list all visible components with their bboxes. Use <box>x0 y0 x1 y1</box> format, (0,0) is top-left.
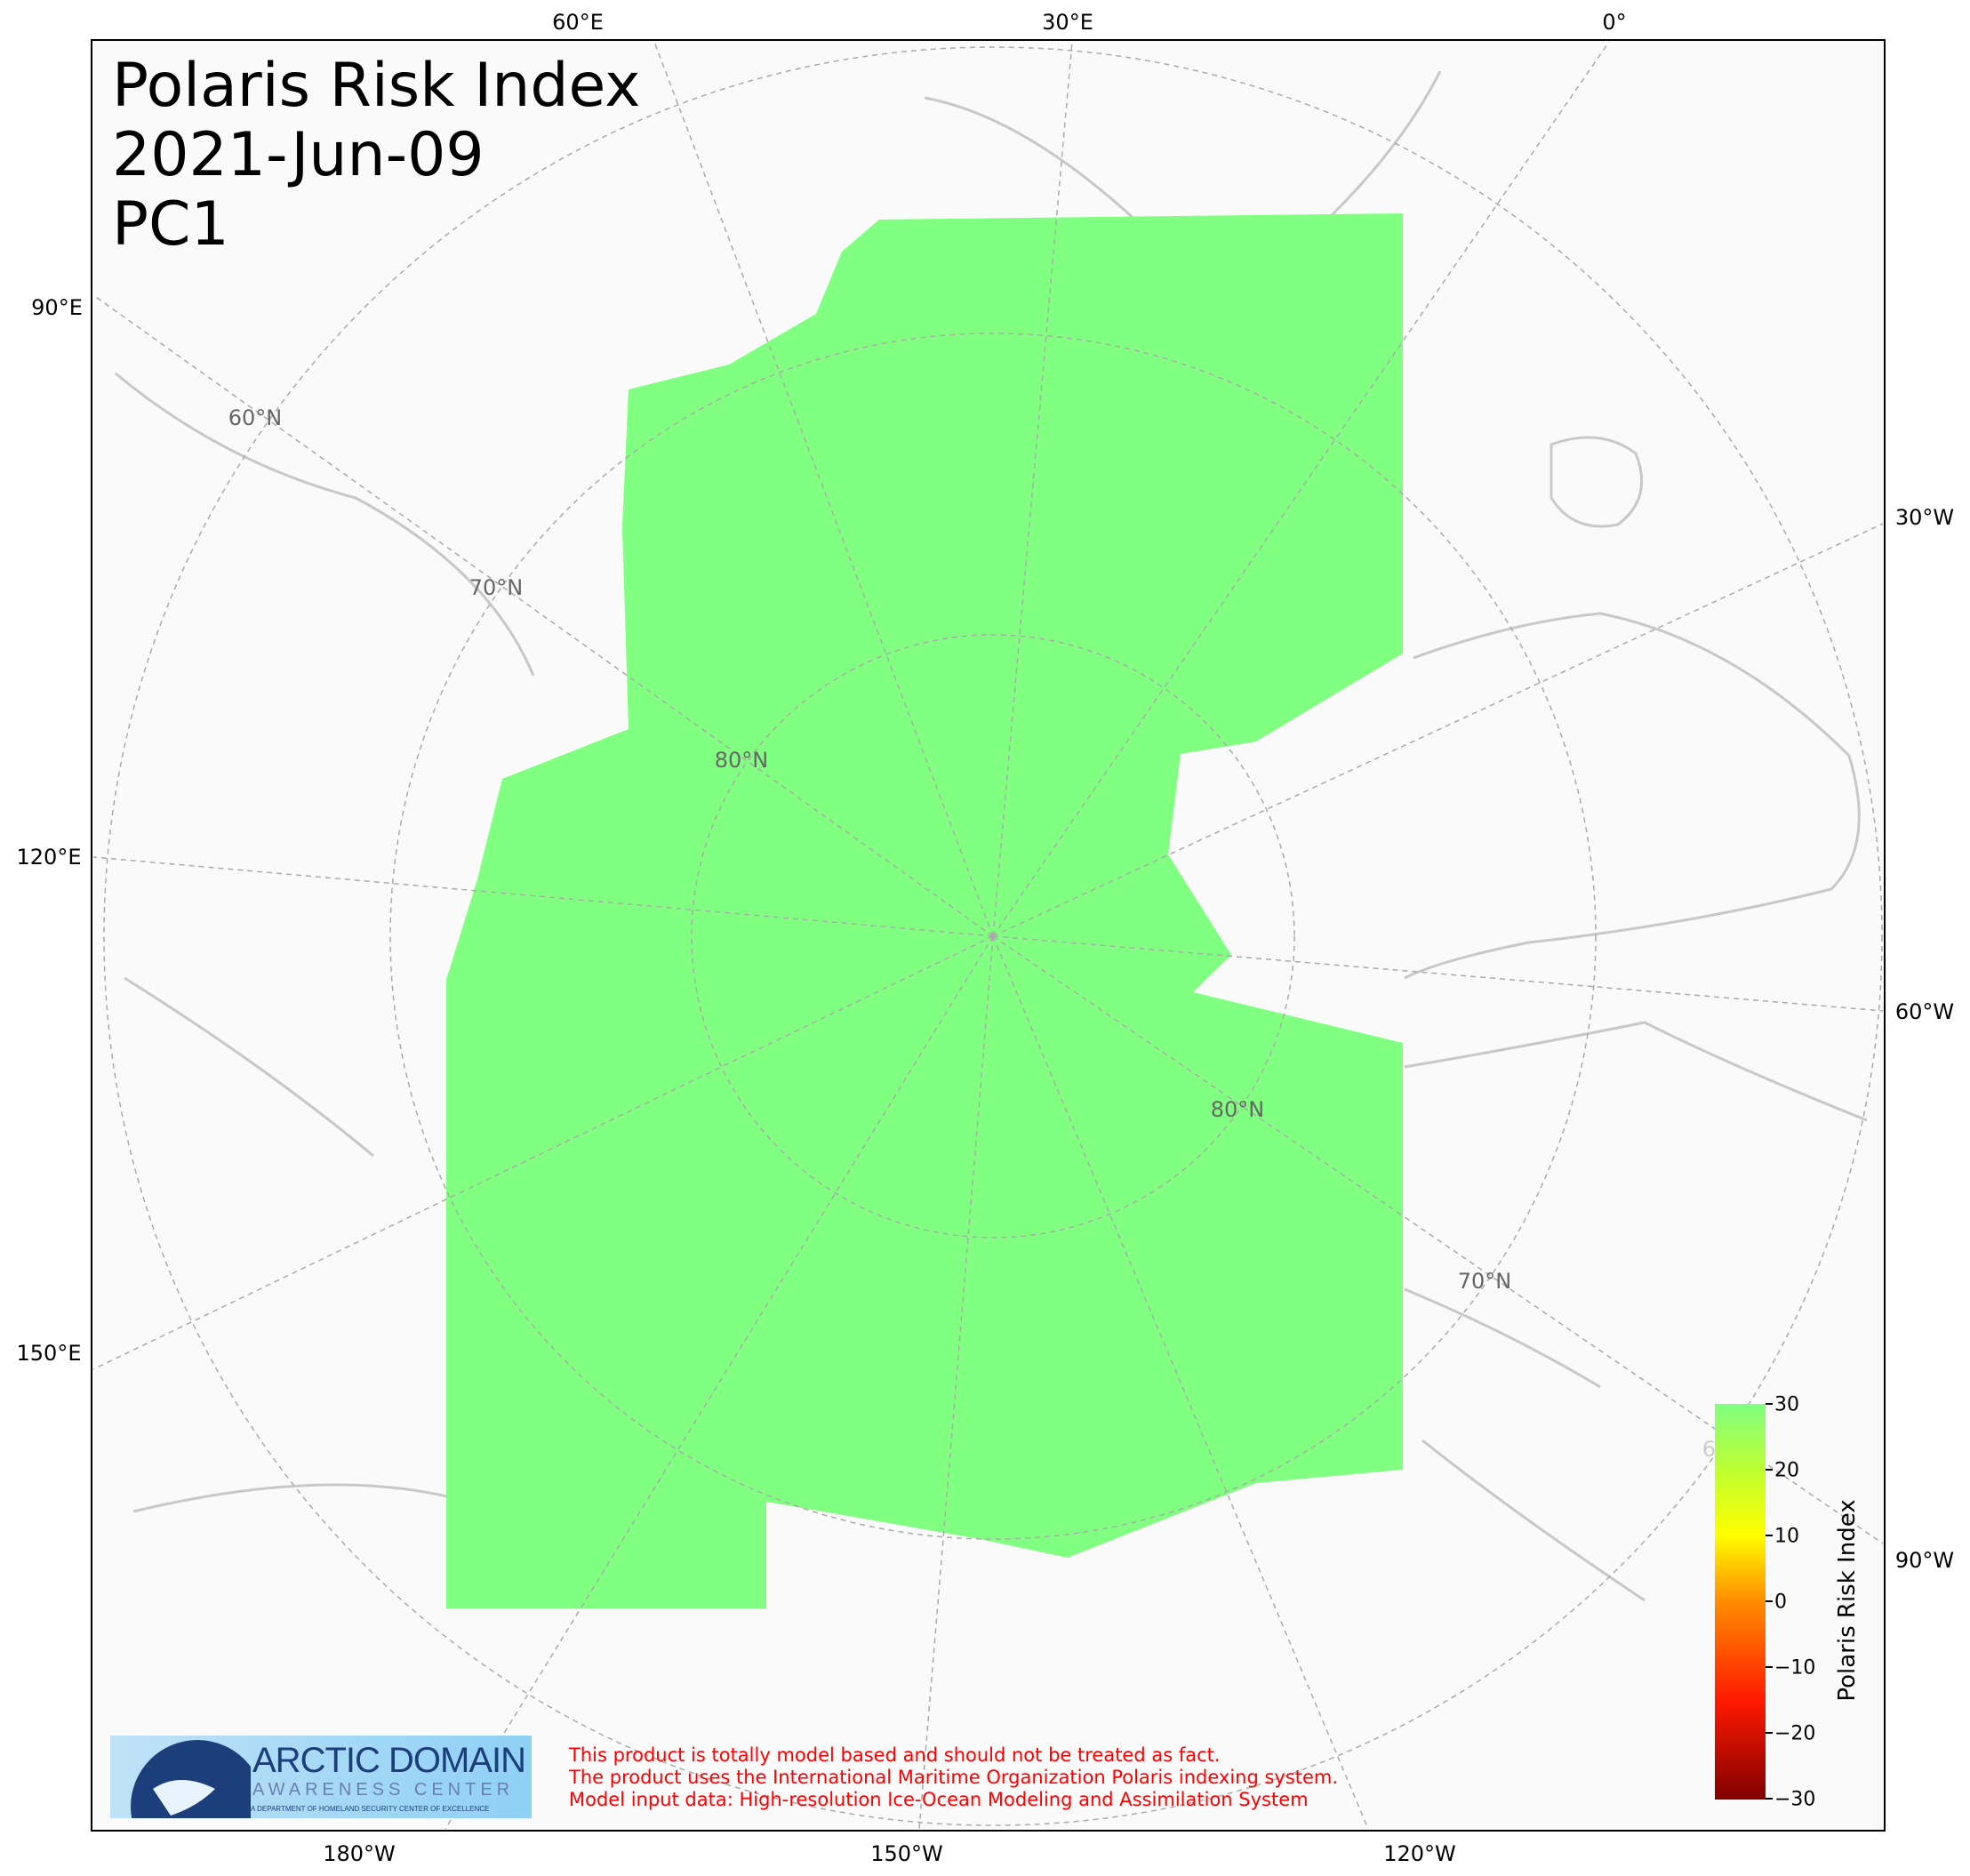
title-date: 2021-Jun-09 <box>112 120 484 190</box>
colorbar-tick-label: −10 <box>1774 1656 1816 1680</box>
colorbar-tick-label: 30 <box>1774 1393 1799 1416</box>
axes-frame <box>91 39 1886 1832</box>
colorbar-tick-label: −20 <box>1774 1722 1816 1745</box>
disclaimer-line: The product uses the International Marit… <box>569 1767 1339 1788</box>
colorbar-tick-label: 10 <box>1774 1525 1799 1548</box>
arctic-domain-awareness-center-logo: ARCTIC DOMAIN AWARENESS CENTER A DEPARTM… <box>110 1736 532 1818</box>
coastline-greenland <box>1404 612 1861 980</box>
logo-line2: AWARENESS CENTER <box>252 1780 515 1800</box>
meridian-30e <box>992 41 1073 937</box>
lon-label-top: 30°E <box>1042 10 1093 35</box>
lat-label: 80°N <box>714 748 769 773</box>
lon-label-right: 60°W <box>1894 999 1955 1024</box>
lon-label-right: 90°W <box>1894 1548 1955 1573</box>
disclaimer-line: This product is totally model based and … <box>569 1744 1221 1766</box>
globe-icon <box>131 1740 251 1818</box>
lon-label-top: 0° <box>1602 10 1627 35</box>
lon-label-left: 90°E <box>31 295 83 320</box>
colorbar-tick-label: −30 <box>1774 1788 1816 1811</box>
logo-line1: ARCTIC DOMAIN <box>252 1741 526 1780</box>
title-line: Polaris Risk Index <box>112 51 641 121</box>
lon-label-bottom: 150°W <box>870 1841 943 1866</box>
meridian-120w <box>992 935 1369 1830</box>
meridian-0 <box>992 41 1610 937</box>
lon-label-left: 120°E <box>16 845 82 870</box>
lon-label-bottom: 120°W <box>1383 1841 1456 1866</box>
coastline-canada <box>1404 1021 1868 1602</box>
meridian-60e <box>653 41 994 937</box>
disclaimer-line: Model input data: High-resolution Ice-Oc… <box>569 1789 1309 1810</box>
parallel-80n <box>691 634 1295 1239</box>
colorbar-tick <box>1766 1535 1773 1536</box>
colorbar-tick <box>1766 1732 1773 1734</box>
meridian-150w <box>918 935 994 1830</box>
colorbar-tick <box>1766 1798 1773 1800</box>
disclaimer: This product is totally model based and … <box>569 1744 1338 1811</box>
colorbar-tick <box>1766 1403 1773 1405</box>
title-polar-class: PC1 <box>112 189 229 260</box>
colorbar-tick <box>1766 1600 1773 1602</box>
meridian-30w <box>992 523 1884 937</box>
lon-label-top: 60°E <box>552 10 604 35</box>
lon-label-left: 150°E <box>16 1341 82 1366</box>
colorbar-label: Polaris Risk Index <box>1834 1499 1861 1702</box>
graticule <box>92 41 1884 1830</box>
colorbar-tick <box>1766 1666 1773 1668</box>
map-title: Polaris Risk Index 2021-Jun-09 PC1 <box>112 52 640 260</box>
logo-line3: A DEPARTMENT OF HOMELAND SECURITY CENTER… <box>251 1805 490 1813</box>
lon-label-bottom: 180°W <box>323 1841 396 1866</box>
lat-label: 70°N <box>1457 1269 1512 1294</box>
meridian-180 <box>444 935 994 1830</box>
meridian-60w <box>992 935 1884 1012</box>
coastline-iceland <box>1550 436 1644 528</box>
parallel-60n <box>103 46 1883 1826</box>
parallel-70n <box>389 333 1597 1540</box>
colorbar-tick-label: 20 <box>1774 1459 1799 1482</box>
lon-label-right: 30°W <box>1894 505 1955 530</box>
lat-label: 60°N <box>228 405 283 430</box>
colorbar <box>1715 1404 1766 1800</box>
lat-label: 80°N <box>1210 1097 1265 1122</box>
colorbar-tick-label: 0 <box>1774 1591 1787 1614</box>
meridian-120e <box>92 856 994 937</box>
meridian-90w <box>992 935 1884 1544</box>
lat-label: 70°N <box>468 575 524 600</box>
colorbar-tick <box>1766 1469 1773 1471</box>
polaris-risk-area <box>446 213 1403 1608</box>
meridian-90e <box>92 294 994 937</box>
meridian-150e <box>92 935 994 1370</box>
